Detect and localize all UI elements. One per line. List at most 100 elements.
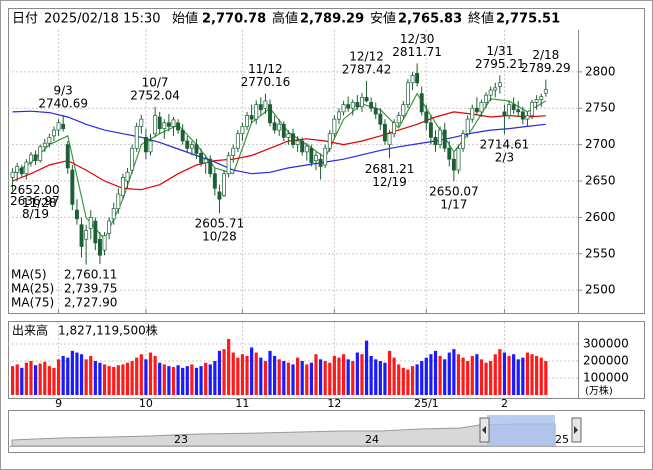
candle-body [364, 96, 369, 102]
x-tick-label: 9 [55, 397, 62, 410]
candle-body [350, 102, 355, 109]
candle-body [33, 154, 38, 161]
open-value: 2,770.78 [202, 12, 266, 27]
high-date: 2/18 [532, 48, 559, 62]
volume-bar [525, 352, 530, 395]
volume-bar [208, 364, 212, 395]
volume-bar [121, 364, 125, 395]
volume-bar [254, 352, 258, 395]
high-date: 11/12 [248, 62, 283, 76]
candle-body [378, 113, 383, 125]
volume-bar [282, 361, 286, 395]
candle-body [525, 115, 530, 120]
y-tick-label: 2800 [585, 64, 616, 78]
volume-bar [56, 359, 61, 395]
candle-body [19, 167, 24, 175]
candle-body [360, 96, 364, 108]
volume-bar [148, 352, 153, 395]
candle-body [332, 118, 337, 135]
legend-name: MA(25) [11, 282, 54, 296]
candle-body [424, 111, 429, 124]
candle-body [189, 144, 194, 149]
close-label: 終値 [468, 11, 494, 27]
candle-body [410, 75, 415, 84]
high-date: 12/30 [400, 32, 435, 46]
candle-body [176, 122, 181, 131]
volume-bar [231, 352, 235, 395]
volume-bar [452, 349, 456, 395]
volume-bar [167, 366, 171, 395]
low-date: 12/19 [372, 175, 407, 189]
volume-bar [181, 367, 185, 395]
volume-bar [493, 354, 497, 395]
candle-body [217, 191, 222, 200]
candle-body [249, 115, 254, 120]
volume-bar [484, 362, 488, 395]
candle-body [143, 136, 148, 153]
volume-bar [341, 354, 346, 395]
volume-bar [502, 352, 507, 395]
candle-body [534, 99, 539, 103]
candle-body [203, 158, 208, 164]
volume-bar [374, 359, 378, 395]
low-value: 2681.21 [365, 162, 415, 176]
volume-bar [314, 354, 318, 395]
candle-body [470, 107, 475, 120]
volume-bar [318, 359, 323, 395]
candle-body [493, 87, 498, 91]
candle-body [346, 104, 351, 109]
candle-body [465, 118, 470, 135]
high-value: 2811.71 [392, 45, 442, 59]
candle-body [254, 104, 259, 120]
candle-body [405, 82, 410, 105]
volume-bar [383, 362, 387, 395]
candle-body [281, 123, 286, 138]
volume-bar [378, 361, 382, 395]
candle-body [387, 133, 392, 145]
candle-body [24, 161, 29, 175]
high-value: 2770.16 [241, 75, 291, 89]
y-tick-label: 2650 [585, 174, 616, 188]
volume-bar [387, 350, 392, 395]
volume-bar [204, 362, 208, 395]
candle-body [438, 129, 443, 145]
candle-body [497, 82, 502, 87]
candle-body [337, 111, 341, 120]
candle-body [488, 89, 493, 96]
volume-bar [43, 361, 47, 395]
volume-bar [89, 355, 93, 395]
volume-bar [429, 354, 433, 395]
high-value: 2752.04 [130, 88, 180, 102]
candle-body [341, 104, 346, 113]
high-value: 2795.21 [475, 57, 525, 71]
volume-bar [443, 359, 447, 395]
volume-bar [66, 357, 70, 395]
candle-body [56, 122, 61, 131]
volume-bar [521, 357, 525, 395]
candle-body [245, 115, 249, 127]
x-tick-label: 12 [327, 397, 341, 410]
navigator-selection[interactable] [487, 415, 555, 446]
legend-value: 2,739.75 [64, 282, 117, 296]
x-tick-label: 2 [501, 397, 508, 410]
volume-bar [190, 364, 194, 395]
volume-bar [337, 357, 341, 395]
candle-body [153, 115, 158, 135]
candle-body [208, 158, 213, 175]
volume-bar [185, 366, 189, 395]
volume-bar [227, 338, 231, 395]
volume-bar [171, 366, 176, 395]
candle-body [295, 140, 300, 145]
volume-tick-label: 300000 [583, 337, 629, 351]
candle-body [511, 104, 516, 111]
high-value: 2789.29 [521, 61, 571, 75]
candle-body [111, 208, 116, 220]
volume-label: 出来高 [12, 323, 48, 338]
close-value: 2,775.51 [496, 12, 560, 27]
high-date: 10/7 [142, 75, 169, 89]
volume-unit: (万株) [585, 384, 613, 397]
candle-body [157, 116, 162, 129]
candle-body [171, 119, 176, 127]
candle-body [226, 155, 231, 175]
volume-bar [438, 355, 442, 395]
